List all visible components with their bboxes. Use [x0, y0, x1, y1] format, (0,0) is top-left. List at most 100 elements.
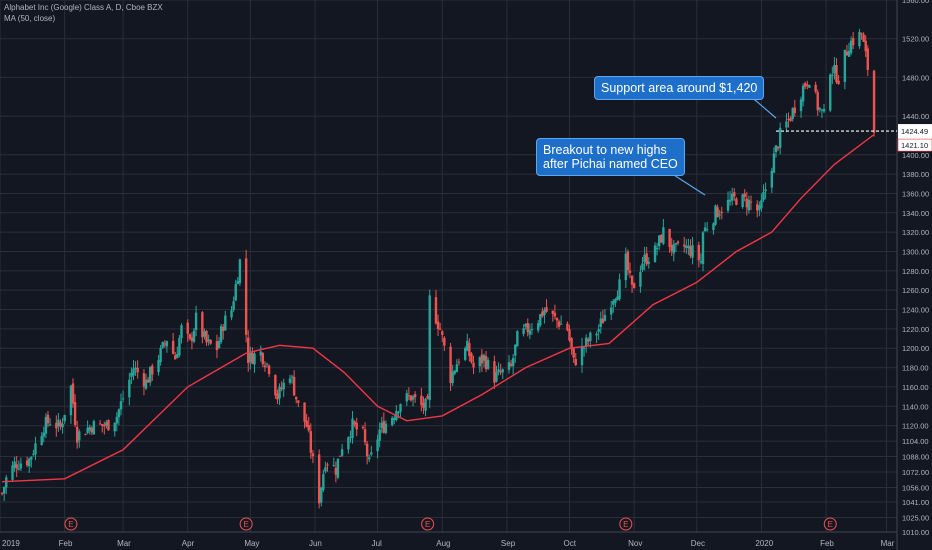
- ma-indicator-label: MA (50, close): [4, 14, 56, 23]
- candle-body: [726, 199, 730, 211]
- candle-body: [507, 362, 511, 370]
- time-tick-label: Dec: [691, 539, 705, 548]
- candle-body: [63, 414, 66, 422]
- candle-body: [336, 458, 340, 478]
- candle-body: [776, 146, 780, 149]
- candle-body: [92, 421, 96, 435]
- candle-body: [376, 439, 379, 452]
- candle-body: [384, 423, 388, 434]
- candle-body: [749, 201, 753, 203]
- candle-body: [363, 429, 367, 443]
- candle-body: [326, 464, 329, 466]
- candle-body: [478, 357, 481, 367]
- candle-body: [691, 245, 694, 258]
- candle-body: [551, 310, 555, 315]
- candle-body: [603, 314, 607, 321]
- candle-body: [11, 465, 14, 480]
- candle-body: [486, 360, 490, 369]
- candle-body: [148, 366, 152, 383]
- candle-body: [163, 343, 166, 345]
- candle-body: [756, 204, 759, 211]
- candle-body: [61, 423, 64, 428]
- candle-body: [716, 207, 719, 218]
- candle-body: [657, 235, 661, 247]
- candle-body: [261, 353, 265, 365]
- candle-body: [662, 227, 665, 244]
- candle-body: [34, 443, 37, 455]
- candle-body: [582, 347, 586, 349]
- time-tick-label: Nov: [628, 539, 642, 548]
- candle-body: [380, 422, 383, 429]
- candle-body: [324, 467, 327, 472]
- candle-body: [232, 301, 235, 310]
- candle-body: [305, 420, 308, 427]
- candle-body: [584, 337, 588, 346]
- candle-body: [829, 74, 832, 111]
- candle-body: [528, 330, 532, 335]
- candle-body: [555, 318, 559, 321]
- candle-body: [188, 334, 192, 339]
- candle-body: [378, 429, 381, 441]
- candle-body: [647, 261, 650, 264]
- candle-body: [282, 382, 285, 390]
- candle-body: [566, 323, 569, 331]
- candle-body: [705, 229, 709, 231]
- candle-body: [714, 205, 717, 225]
- candle-body: [436, 321, 440, 329]
- candle-body: [222, 326, 225, 331]
- candle-body: [595, 333, 598, 336]
- candle-body: [276, 393, 279, 400]
- candle-body: [568, 329, 571, 341]
- candle-body: [484, 356, 488, 370]
- candle-body: [194, 312, 198, 331]
- earnings-marker-label: E: [425, 520, 430, 529]
- ma-value-tag: [897, 138, 932, 152]
- candle-body: [368, 457, 371, 460]
- candle-body: [660, 234, 663, 243]
- price-tick-label: 1360.00: [902, 189, 929, 198]
- earnings-marker-label: E: [243, 520, 248, 529]
- candle-body: [351, 418, 354, 438]
- candle-body: [699, 261, 703, 263]
- candle-body: [530, 329, 534, 331]
- candle-body: [820, 109, 824, 111]
- price-tick-label: 1280.00: [902, 267, 929, 276]
- candle-body: [424, 398, 427, 411]
- candle-body: [597, 329, 600, 332]
- candle-body: [443, 337, 446, 346]
- candle-body: [493, 361, 496, 383]
- candle-body: [28, 458, 31, 467]
- candle-body: [317, 454, 321, 504]
- price-tick-label: 1200.00: [902, 344, 929, 353]
- candle-body: [453, 370, 456, 374]
- candle-body: [190, 337, 194, 341]
- candle-body: [524, 323, 527, 327]
- candle-body: [32, 453, 35, 455]
- candle-body: [541, 311, 544, 317]
- candle-body: [858, 31, 861, 47]
- candle-body: [15, 464, 18, 469]
- candle-body: [280, 387, 283, 390]
- candle-body: [572, 348, 575, 358]
- candle-body: [791, 108, 794, 120]
- price-tick-label: 1400.00: [902, 151, 929, 160]
- candle-body: [84, 434, 87, 436]
- candle-body: [837, 80, 840, 84]
- candle-body: [697, 244, 701, 261]
- candle-body: [393, 417, 396, 421]
- candle-body: [866, 48, 869, 70]
- candle-body: [69, 385, 73, 416]
- price-tick-label: 1180.00: [902, 364, 929, 373]
- price-tick-label: 1520.00: [902, 35, 929, 44]
- time-tick-label: 2020: [755, 539, 773, 548]
- earnings-marker-icon: [239, 517, 253, 531]
- candle-body: [113, 422, 116, 432]
- time-tick-label: Mar: [881, 539, 895, 548]
- candle-body: [409, 395, 413, 401]
- support-callout-text: Support area around $1,420: [601, 81, 758, 95]
- candle-body: [559, 323, 563, 325]
- candle-body: [653, 245, 657, 262]
- candle-body: [309, 431, 313, 453]
- candle-body: [511, 358, 515, 367]
